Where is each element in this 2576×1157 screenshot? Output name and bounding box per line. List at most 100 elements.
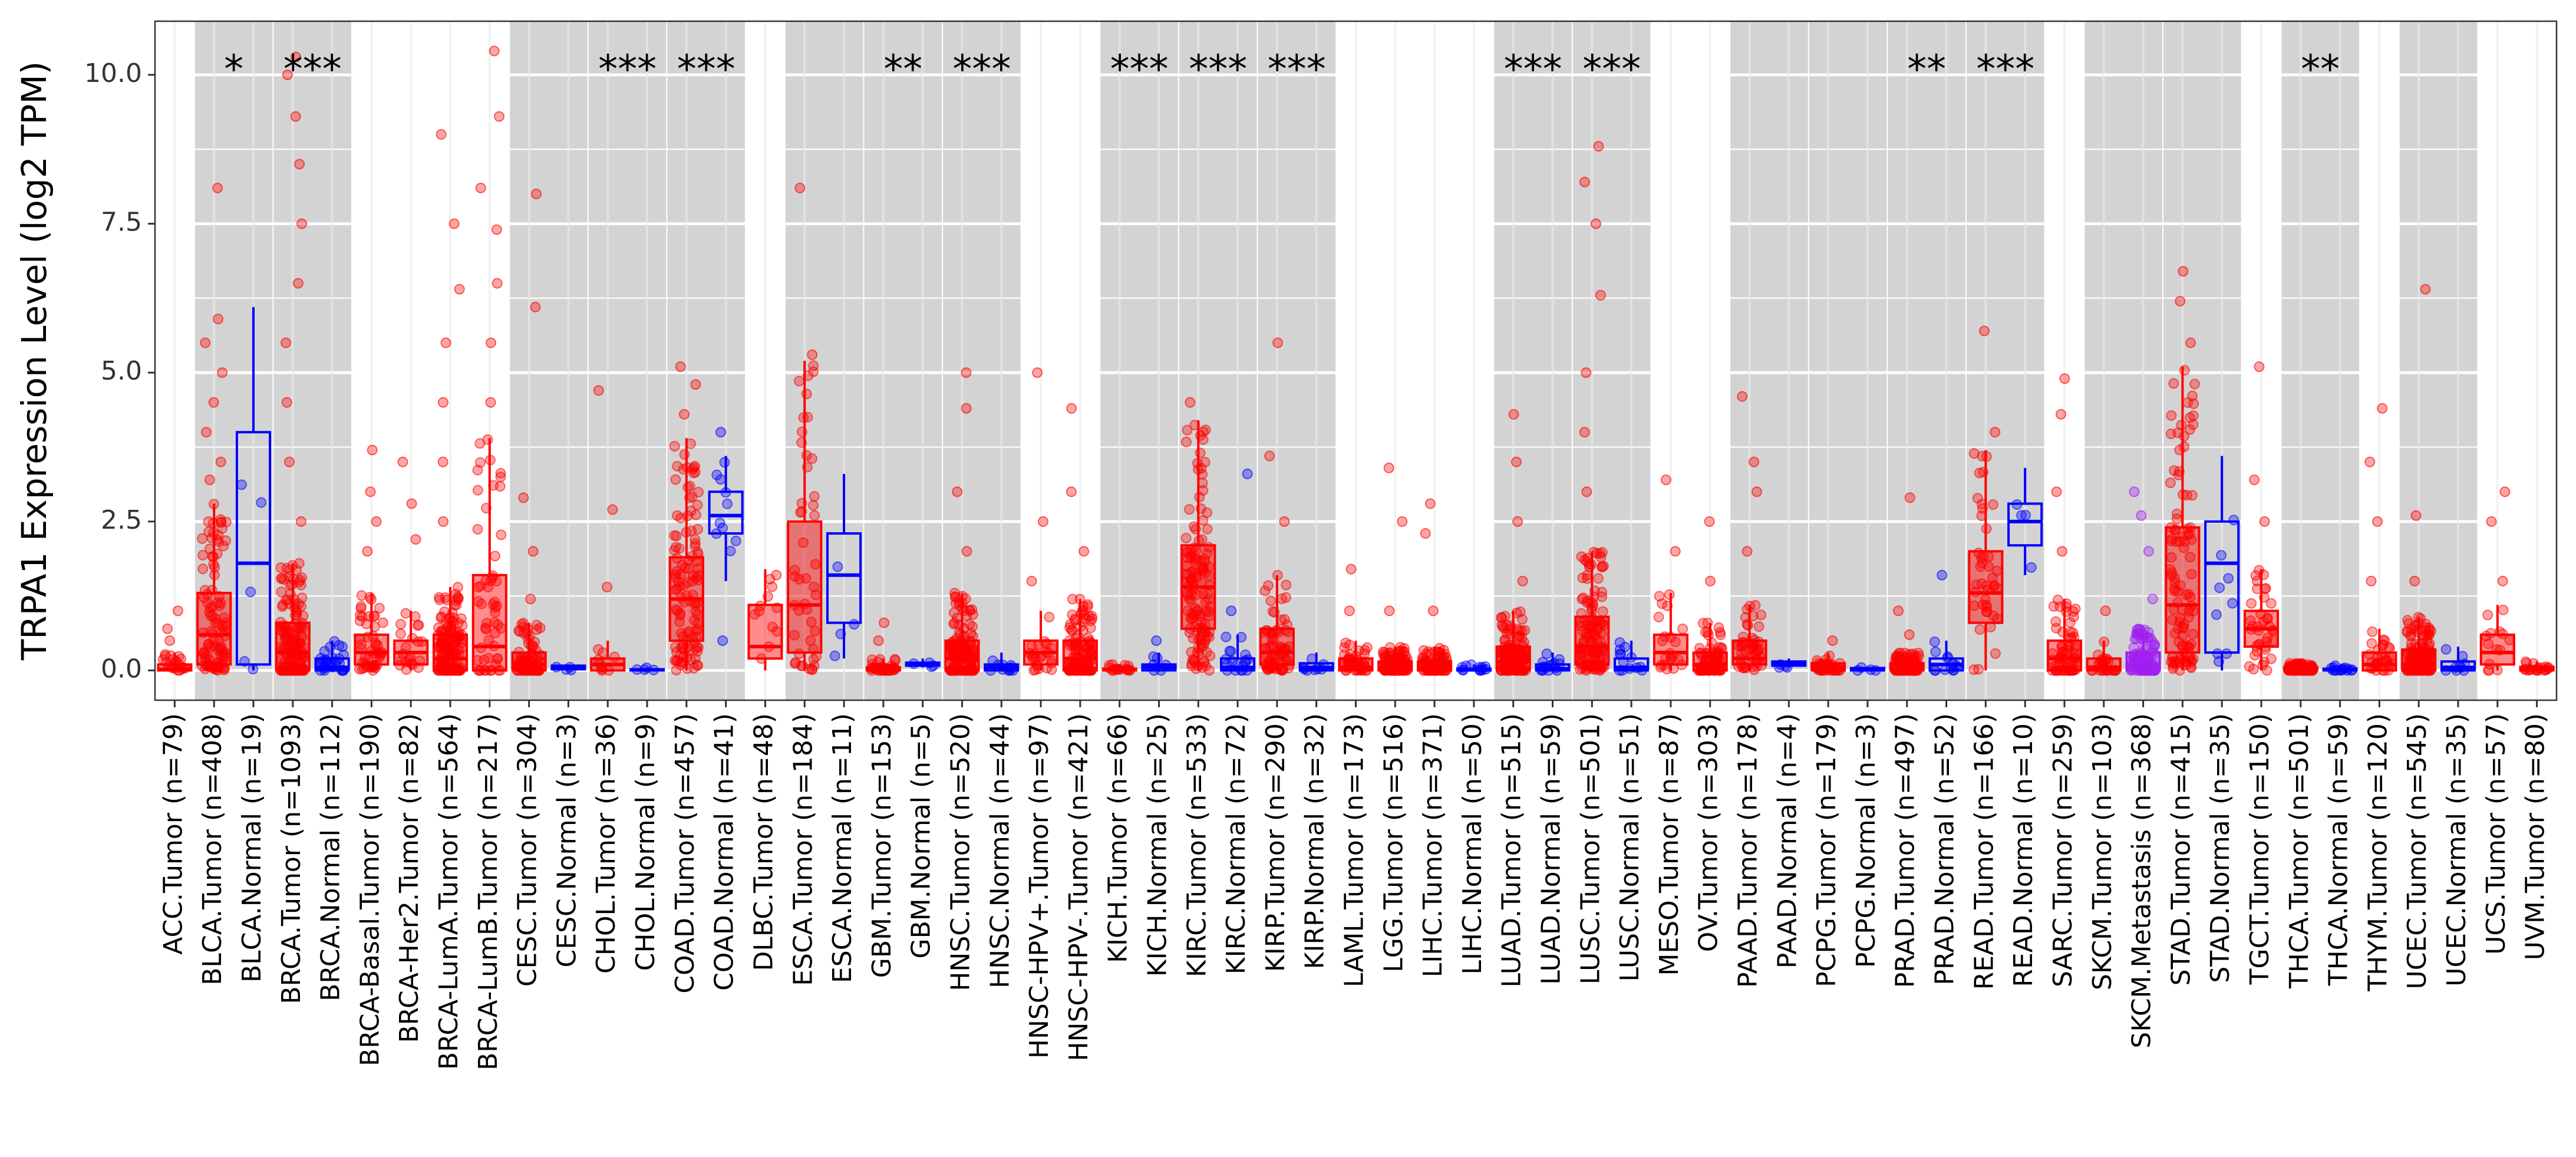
outlier-point <box>2254 361 2265 373</box>
outlier-point <box>292 278 304 289</box>
data-point <box>277 601 288 612</box>
outlier-point <box>2051 486 2062 497</box>
data-point <box>672 655 683 666</box>
data-point <box>2246 598 2257 609</box>
category-23 <box>1062 403 1098 676</box>
outlier-point <box>961 403 972 414</box>
category-3 <box>275 51 311 676</box>
category-2 <box>235 307 272 675</box>
data-point <box>2228 515 2239 526</box>
shade-band-hnsc <box>943 21 1021 700</box>
outlier-point <box>367 444 378 456</box>
shade-band-thca <box>2281 21 2359 700</box>
x-tick-label-6: BRCA-Her2.Tumor (n=82) <box>394 713 424 1043</box>
outlier-point <box>1272 337 1284 348</box>
data-point <box>1064 622 1075 633</box>
box-3 <box>275 621 311 672</box>
outlier-point <box>1990 427 2001 438</box>
category-7 <box>432 129 469 676</box>
x-tick-label-56: THYM.Tumor (n=120) <box>2363 713 2393 992</box>
data-point <box>2223 573 2234 584</box>
data-point <box>472 523 483 535</box>
outlier-point <box>1590 218 1601 229</box>
box-56 <box>2361 651 2397 672</box>
data-point <box>2260 583 2271 594</box>
outlier-point <box>162 623 173 634</box>
data-point <box>334 640 345 651</box>
data-point <box>374 602 385 614</box>
data-point <box>446 616 457 627</box>
data-point <box>2188 398 2199 409</box>
category-24 <box>1101 659 1137 676</box>
data-point <box>1594 665 1605 676</box>
outlier-point <box>715 427 727 438</box>
x-tick-label-40: PAAD.Tumor (n=178) <box>1733 713 1763 988</box>
shade-band-coad <box>667 21 746 700</box>
data-point <box>2482 609 2493 621</box>
x-tick-label-1: BLCA.Tumor (n=408) <box>197 713 227 985</box>
x-tick-label-51: STAD.Tumor (n=415) <box>2166 713 2196 985</box>
y-tick-label: 10.0 <box>84 58 142 88</box>
significance-label-kich: *** <box>1110 47 1169 92</box>
data-point <box>356 639 367 650</box>
outlier-point <box>397 456 408 467</box>
data-point <box>1044 611 1055 622</box>
box-20 <box>944 639 980 672</box>
x-tick-label-31: LGG.Tumor (n=516) <box>1378 713 1409 973</box>
data-point <box>442 645 453 657</box>
data-point <box>356 590 367 601</box>
box-5 <box>354 633 390 666</box>
outlier-point <box>2129 486 2140 497</box>
category-5 <box>354 444 390 676</box>
data-point <box>2221 648 2232 660</box>
outlier-point <box>438 397 449 408</box>
data-point <box>2165 428 2176 440</box>
data-point <box>2166 410 2177 421</box>
data-point <box>1592 573 1604 584</box>
outlier-point <box>295 516 306 527</box>
shade-band-lusc <box>1572 21 1651 700</box>
data-point <box>669 441 680 452</box>
outlier-point <box>436 129 447 140</box>
data-point <box>220 535 231 546</box>
outlier-point <box>1579 176 1590 187</box>
category-8 <box>471 45 507 676</box>
category-9 <box>511 189 547 676</box>
outlier-point <box>1066 403 1077 414</box>
data-point <box>1200 424 1211 436</box>
outlier-point <box>371 516 382 527</box>
outlier-point <box>1595 289 1606 301</box>
data-point <box>1576 594 1588 605</box>
outlier-point <box>489 45 500 57</box>
category-17 <box>826 474 862 661</box>
data-point <box>1753 621 1764 632</box>
data-point <box>1972 493 1983 504</box>
data-point <box>689 615 700 626</box>
x-tick-label-54: THCA.Tumor (n=501) <box>2284 713 2314 989</box>
data-point <box>1067 594 1078 605</box>
category-4 <box>314 636 350 676</box>
data-point <box>669 530 680 541</box>
outlier-point <box>952 486 963 497</box>
outlier-point <box>410 534 421 545</box>
category-13 <box>668 361 704 676</box>
significance-label-chol: *** <box>598 47 657 92</box>
x-tick-label-0: ACC.Tumor (n=79) <box>158 713 188 955</box>
data-point <box>1182 424 1193 436</box>
shade-band-ucec <box>2399 21 2478 700</box>
data-point <box>790 658 801 669</box>
outlier-point <box>284 456 295 467</box>
data-point <box>256 497 267 508</box>
data-point <box>967 604 978 615</box>
data-point <box>496 529 507 540</box>
data-point <box>672 460 683 472</box>
category-1 <box>196 182 232 676</box>
data-point <box>593 644 604 655</box>
data-point <box>809 625 820 637</box>
data-point <box>276 586 287 598</box>
box-38 <box>1653 633 1688 666</box>
category-25 <box>1141 635 1177 676</box>
x-tick-label-7: BRCA-LumA.Tumor (n=564) <box>434 713 464 1070</box>
x-tick-label-32: LIHC.Tumor (n=371) <box>1418 713 1448 977</box>
outlier-point <box>291 51 302 62</box>
